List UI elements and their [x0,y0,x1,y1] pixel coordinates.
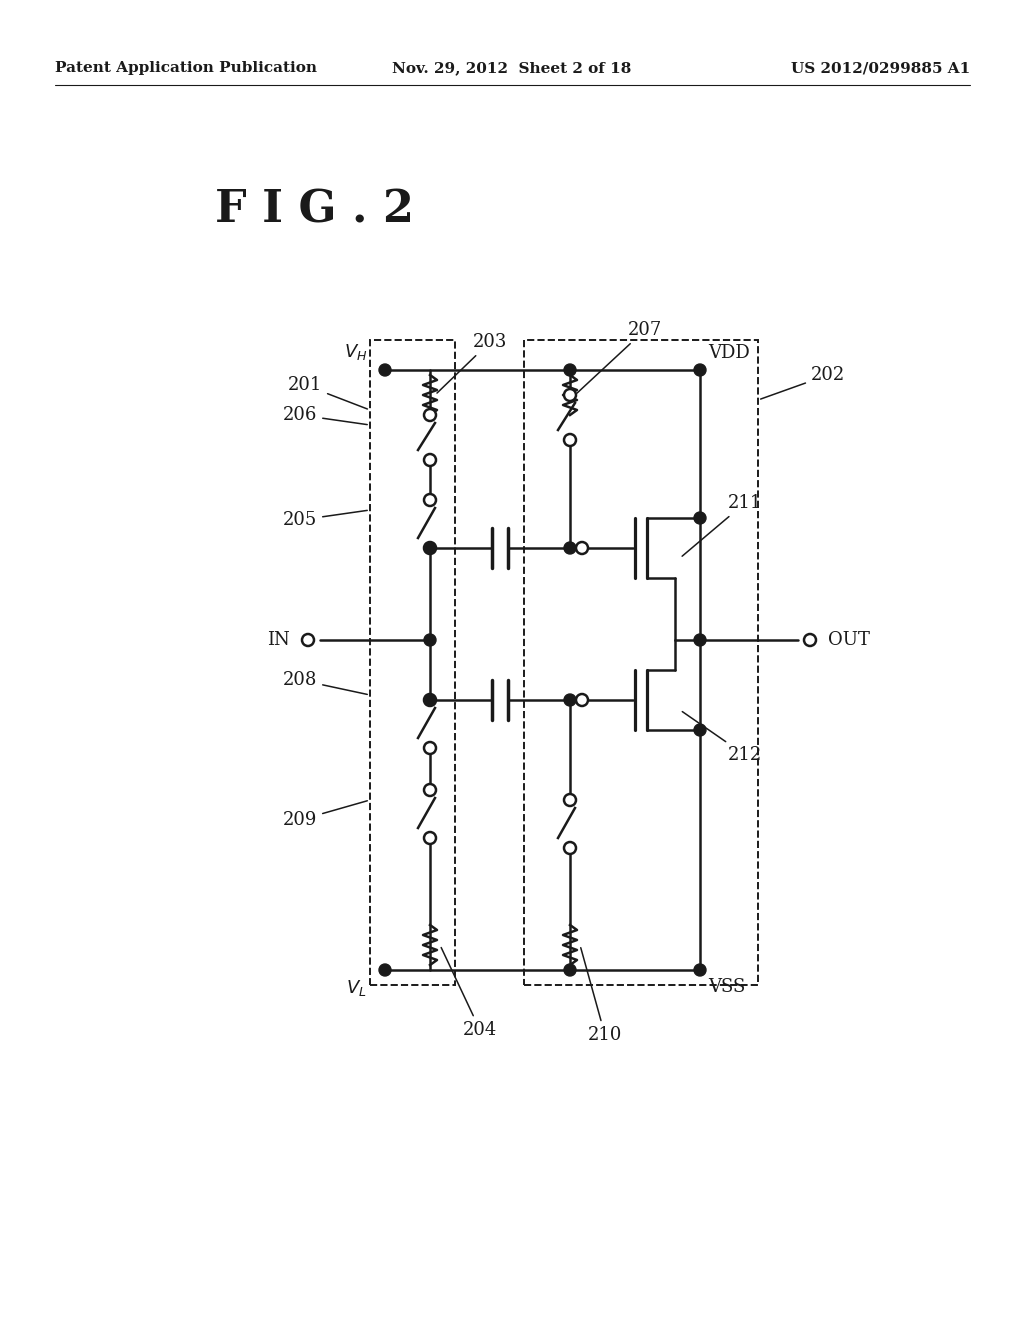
Circle shape [564,964,575,975]
Circle shape [694,512,706,524]
Circle shape [424,694,436,706]
Circle shape [424,454,436,466]
Text: 207: 207 [578,321,663,393]
Circle shape [379,364,391,376]
Circle shape [379,964,391,975]
Circle shape [424,694,436,706]
Text: F I G . 2: F I G . 2 [215,189,414,231]
Bar [370,341,455,985]
Text: US 2012/0299885 A1: US 2012/0299885 A1 [791,61,970,75]
Circle shape [424,494,436,506]
Circle shape [564,434,575,446]
Text: $V_H$: $V_H$ [343,342,367,362]
Text: VDD: VDD [708,345,750,362]
Circle shape [804,634,816,645]
Circle shape [575,694,588,706]
Circle shape [424,543,436,554]
Text: 212: 212 [682,711,762,764]
Text: 204: 204 [441,948,497,1039]
Text: 208: 208 [283,671,368,694]
Circle shape [424,543,436,554]
Text: OUT: OUT [828,631,869,649]
Circle shape [424,634,436,645]
Circle shape [424,742,436,754]
Circle shape [424,832,436,843]
Circle shape [694,964,706,975]
Circle shape [564,389,575,401]
Circle shape [694,364,706,376]
Circle shape [302,634,314,645]
Text: 202: 202 [761,366,845,399]
Text: Nov. 29, 2012  Sheet 2 of 18: Nov. 29, 2012 Sheet 2 of 18 [392,61,632,75]
Circle shape [424,784,436,796]
Circle shape [694,634,706,645]
Circle shape [564,795,575,807]
Text: 201: 201 [288,376,368,409]
Circle shape [424,409,436,421]
Circle shape [564,842,575,854]
Circle shape [564,543,575,554]
Bar [524,341,758,985]
Text: 210: 210 [581,948,623,1044]
Text: IN: IN [267,631,290,649]
Text: 211: 211 [682,494,762,556]
Circle shape [564,364,575,376]
Text: 206: 206 [283,407,368,425]
Text: 205: 205 [283,511,368,529]
Text: $V_L$: $V_L$ [346,978,367,998]
Text: VSS: VSS [708,978,745,997]
Text: 203: 203 [437,333,507,393]
Text: 209: 209 [283,801,368,829]
Circle shape [564,694,575,706]
Circle shape [694,723,706,737]
Text: Patent Application Publication: Patent Application Publication [55,61,317,75]
Circle shape [575,543,588,554]
